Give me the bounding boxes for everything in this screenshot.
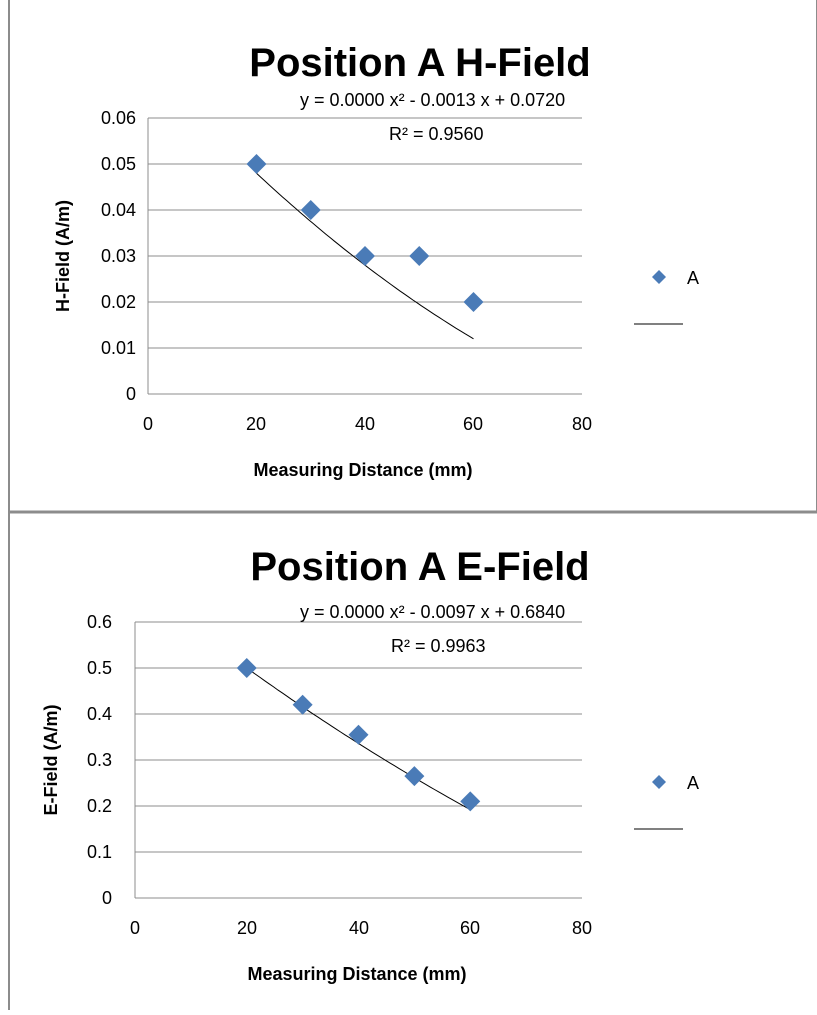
x-tick-label: 80 — [572, 918, 592, 938]
x-tick-label: 40 — [349, 918, 369, 938]
x-tick-label: 60 — [463, 414, 483, 434]
y-tick-label: 0 — [102, 888, 112, 908]
legend-marker-diamond — [652, 270, 666, 284]
legend: A — [634, 773, 699, 830]
data-point — [236, 658, 257, 678]
y-tick-label: 0.03 — [101, 246, 136, 266]
x-axis-title: Measuring Distance (mm) — [247, 964, 466, 984]
y-tick-label: 0.6 — [87, 612, 112, 632]
y-tick-labels: 0 0.1 0.2 0.3 0.4 0.5 0.6 — [87, 612, 112, 908]
y-tick-label: 0.1 — [87, 842, 112, 862]
y-tick-label: 0.3 — [87, 750, 112, 770]
legend-label: A — [687, 268, 699, 288]
y-tick-label: 0.5 — [87, 658, 112, 678]
legend: A — [634, 268, 699, 325]
x-tick-label: 20 — [237, 918, 257, 938]
data-point — [409, 246, 430, 266]
y-tick-label: 0.04 — [101, 200, 136, 220]
y-axis-title: H-Field (A/m) — [53, 200, 73, 312]
y-tick-label: 0.06 — [101, 108, 136, 128]
h-field-chart: Position A H-Field 0 0.01 0.02 0.03 0.04… — [53, 41, 699, 480]
gridlines — [135, 621, 582, 899]
chart-title: Position A H-Field — [249, 41, 590, 85]
x-tick-label: 20 — [246, 414, 266, 434]
x-tick-label: 80 — [572, 414, 592, 434]
data-point — [460, 791, 481, 812]
y-tick-labels: 0 0.01 0.02 0.03 0.04 0.05 0.06 — [101, 108, 136, 404]
x-axis-title: Measuring Distance (mm) — [253, 460, 472, 480]
y-axis-title: E-Field (A/m) — [41, 704, 61, 815]
x-tick-label: 0 — [130, 918, 140, 938]
x-tick-label: 40 — [355, 414, 375, 434]
data-point — [246, 154, 267, 174]
trendline-r-squared: R² = 0.9963 — [391, 636, 486, 656]
x-tick-labels: 0 20 40 60 80 — [143, 414, 592, 434]
y-tick-label: 0.2 — [87, 796, 112, 816]
e-field-chart: Position A E-Field 0 0.1 0.2 0.3 0.4 0.5… — [41, 545, 699, 984]
trendline-equation: y = 0.0000 x² - 0.0013 x + 0.0720 — [300, 90, 565, 110]
data-point — [463, 292, 484, 312]
legend-marker-diamond — [652, 775, 666, 789]
data-point — [348, 724, 369, 745]
data-point — [292, 694, 313, 715]
y-tick-label: 0.4 — [87, 704, 112, 724]
data-point — [404, 766, 425, 787]
data-point — [355, 246, 375, 266]
y-tick-label: 0.01 — [101, 338, 136, 358]
data-points — [236, 658, 481, 812]
legend-label: A — [687, 773, 699, 793]
data-point — [300, 200, 321, 220]
x-tick-label: 60 — [460, 918, 480, 938]
chart-title: Position A E-Field — [250, 545, 589, 589]
y-tick-label: 0.02 — [101, 292, 136, 312]
trendline-equation: y = 0.0000 x² - 0.0097 x + 0.6840 — [300, 602, 565, 622]
data-points — [246, 154, 484, 312]
x-tick-label: 0 — [143, 414, 153, 434]
x-tick-labels: 0 20 40 60 80 — [130, 918, 592, 938]
y-tick-label: 0.05 — [101, 154, 136, 174]
y-tick-label: 0 — [126, 384, 136, 404]
trendline-r-squared: R² = 0.9560 — [389, 124, 484, 144]
